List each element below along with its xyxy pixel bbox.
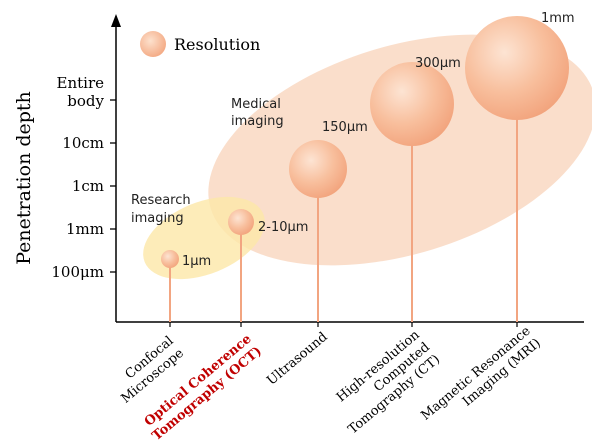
y-axis-ticks: 100μm 1mm 1cm 10cm Entire body [51,74,116,281]
resolution-label-5: 1mm [541,11,575,26]
resolution-label-2: 2-10μm [258,220,308,235]
y-tick-label: 100μm [51,263,104,281]
bubble-1 [161,250,179,268]
bubble-5 [465,16,569,120]
legend-bubble-icon [140,31,166,57]
resolution-label-3: 150μm [322,120,368,135]
data-marks: 1μm 2-10μm 150μm 300μm 1mm [161,11,575,322]
y-tick-label: 10cm [62,134,104,152]
resolution-label-4: 300μm [415,56,461,71]
x-category-label-5: Magnetic ResonanceImaging (MRI) [418,323,544,435]
y-tick-label: 1cm [72,177,104,195]
svg-text:Research: Research [131,193,191,208]
legend-label: Resolution [174,35,260,54]
svg-text:imaging: imaging [131,211,184,226]
region-label-medical: Medical imaging [231,97,284,129]
bubble-3 [289,140,347,198]
y-axis-label: Penetration depth [13,91,35,265]
y-tick-label: 1mm [66,220,104,238]
svg-text:Medical: Medical [231,97,281,112]
region-label-research: Research imaging [131,193,191,226]
bubble-4 [370,62,454,146]
x-category-label-3: Ultrasound [264,330,330,389]
bubble-2 [228,209,254,235]
y-tick-label: Entire body [57,74,105,110]
svg-text:imaging: imaging [231,114,284,129]
y-axis-arrow [111,14,121,27]
resolution-label-1: 1μm [182,254,211,269]
x-axis-ticks [169,322,518,327]
